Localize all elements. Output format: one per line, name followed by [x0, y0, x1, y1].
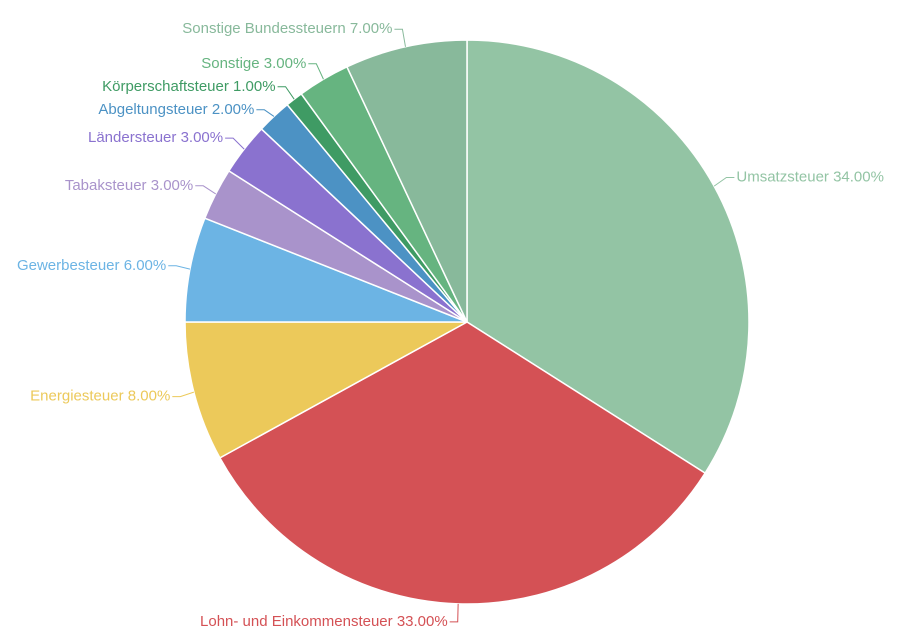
slice-value: 7.00% [350, 20, 393, 37]
slice-value: 3.00% [151, 177, 194, 194]
slice-name: Gewerbesteuer [17, 257, 120, 274]
slice-value: 33.00% [397, 613, 448, 630]
leader-line [277, 86, 295, 100]
slice-value: 34.00% [833, 168, 884, 185]
slice-name: Tabaksteuer [65, 177, 147, 194]
slice-label: Sonstige Bundessteuern 7.00% [182, 20, 392, 37]
pie-slice [466, 39, 750, 475]
leader-line [449, 603, 459, 623]
slice-label: Lohn- und Einkommensteuer 33.00% [200, 613, 448, 630]
leader-line [195, 185, 217, 195]
slice-label: Umsatzsteuer 34.00% [736, 168, 884, 185]
slice-value: 2.00% [212, 101, 255, 118]
slice-label: Tabaksteuer 3.00% [65, 177, 193, 194]
slice-value: 3.00% [181, 129, 224, 146]
leader-line [225, 137, 245, 150]
pie-slice [184, 321, 468, 459]
slice-label: Abgeltungsteuer 2.00% [98, 101, 254, 118]
leader-line [308, 63, 324, 80]
slice-label: Energiesteuer 8.00% [30, 388, 170, 405]
leader-line [256, 109, 275, 117]
slice-label: Körperschaftsteuer 1.00% [102, 78, 275, 95]
leader-line [168, 265, 191, 270]
slice-value: 6.00% [124, 257, 167, 274]
slice-name: Sonstige Bundessteuern [182, 20, 345, 37]
slice-name: Ländersteuer [88, 129, 176, 146]
pie-slice [218, 321, 707, 605]
slice-name: Lohn- und Einkommensteuer [200, 613, 393, 630]
slice-label: Sonstige 3.00% [201, 55, 306, 72]
leader-line [172, 391, 195, 398]
leader-line [713, 176, 735, 187]
leader-line [394, 28, 406, 47]
slice-value: 1.00% [233, 78, 276, 95]
pie-slice [345, 39, 468, 323]
slice-name: Sonstige [201, 55, 259, 72]
slice-value: 8.00% [128, 388, 171, 405]
slice-name: Körperschaftsteuer [102, 78, 229, 95]
slice-name: Energiesteuer [30, 388, 123, 405]
slice-name: Umsatzsteuer [736, 168, 829, 185]
slice-name: Abgeltungsteuer [98, 101, 207, 118]
slice-label: Ländersteuer 3.00% [88, 129, 223, 146]
slice-label: Gewerbesteuer 6.00% [17, 257, 166, 274]
slice-value: 3.00% [264, 55, 307, 72]
